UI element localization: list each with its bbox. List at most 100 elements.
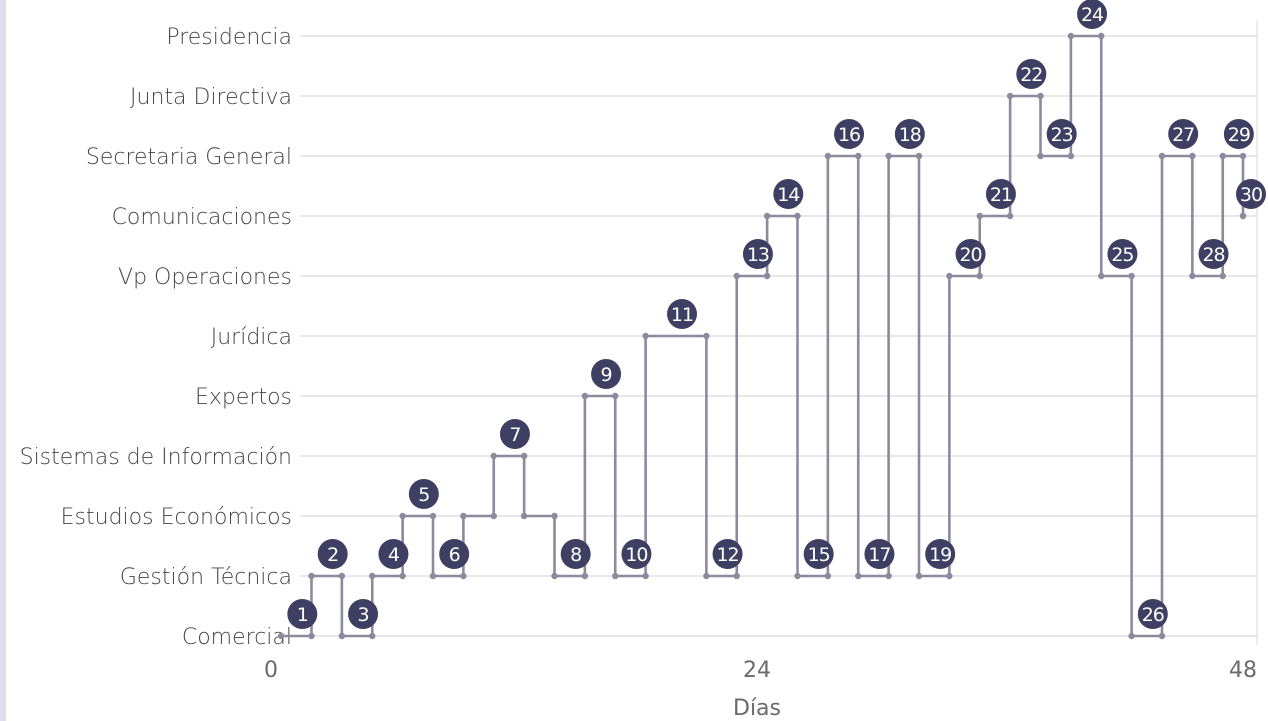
badge-circle: [317, 539, 348, 569]
badge-circle: [408, 479, 439, 509]
step-number-badge: 27: [1168, 119, 1199, 149]
step-number-label: 13: [747, 244, 769, 266]
badge-circle: [1107, 239, 1138, 269]
step-number-label: 23: [1051, 124, 1073, 146]
step-number-badge: 10: [621, 539, 652, 569]
category-labels: Comercial Gestión Técnica Estudios Económi…: [20, 25, 292, 650]
step-number-label: 18: [899, 124, 921, 146]
category-label: Secretaria General: [86, 145, 292, 170]
step-number-badge: 7: [499, 419, 530, 449]
step-number-label: 10: [625, 544, 647, 566]
step-point: [490, 452, 497, 460]
step-number-label: 29: [1228, 124, 1250, 146]
badge-circle: [667, 299, 697, 329]
step-point: [551, 572, 558, 580]
step-number-badge: 29: [1223, 119, 1254, 149]
badge-circle: [1046, 119, 1077, 149]
step-number-badge: 6: [439, 539, 470, 569]
step-number-badge: 15: [803, 539, 834, 569]
step-point: [308, 572, 315, 580]
badge-circle: [773, 179, 804, 209]
badge-circle: [894, 119, 925, 149]
step-number-badge: 24: [1077, 0, 1108, 29]
step-point: [885, 152, 892, 160]
step-number-label: 5: [418, 484, 429, 506]
step-number-label: 26: [1142, 604, 1164, 626]
step-number-badge: 19: [925, 539, 956, 569]
step-point: [1128, 632, 1135, 640]
badge-circle: [803, 539, 834, 569]
step-point: [915, 572, 923, 580]
step-number-label: 25: [1111, 244, 1133, 266]
step-point: [763, 212, 771, 220]
step-number-badge: 21: [985, 179, 1016, 209]
step-number-label: 9: [601, 364, 612, 386]
step-number-badge: 4: [378, 539, 409, 569]
step-point: [1158, 152, 1166, 160]
badge-circle: [1236, 179, 1266, 209]
step-number-badge: 18: [894, 119, 925, 149]
step-number-label: 15: [808, 544, 830, 566]
badge-circle: [985, 179, 1016, 209]
category-label: Vp Operaciones: [118, 265, 292, 290]
step-number-label: 8: [570, 544, 581, 566]
step-point: [703, 572, 710, 580]
step-number-label: 16: [838, 124, 860, 146]
badge-circle: [287, 599, 318, 629]
badge-circle: [864, 539, 895, 569]
badge-circle: [1137, 599, 1168, 629]
step-number-badge: 16: [834, 119, 865, 149]
step-number-label: 3: [358, 604, 369, 626]
step-number-label: 14: [777, 184, 800, 206]
step-point: [520, 512, 528, 520]
step-number-label: 20: [959, 244, 981, 266]
step-number-label: 12: [716, 544, 738, 566]
step-point: [399, 512, 406, 520]
step-point: [642, 332, 649, 340]
step-number-label: 7: [509, 424, 520, 446]
badge-circle: [348, 599, 379, 629]
category-label: Gestión Técnica: [120, 565, 292, 590]
category-label: Estudios Económicos: [61, 505, 292, 530]
step-point: [976, 212, 983, 220]
badge-circle: [712, 539, 743, 569]
step-number-badge: 13: [742, 239, 773, 269]
step-point: [855, 572, 862, 580]
badge-circle: [1016, 59, 1047, 89]
step-point: [1189, 272, 1196, 280]
step-number-badge: 2: [317, 539, 348, 569]
step-number-label: 30: [1240, 184, 1262, 206]
step-number-label: 19: [929, 544, 951, 566]
step-number-label: 1: [297, 604, 308, 626]
step-point: [612, 572, 619, 580]
step-number-badge: 26: [1137, 599, 1168, 629]
step-number-label: 22: [1020, 64, 1042, 86]
badge-circle: [1223, 119, 1254, 149]
step-number-badge: 20: [955, 239, 986, 269]
step-number-badge: 3: [348, 599, 379, 629]
step-number-label: 11: [671, 304, 693, 326]
step-number-label: 27: [1172, 124, 1194, 146]
left-edge-bar: [0, 0, 6, 721]
badge-circle: [834, 119, 865, 149]
badge-circle: [925, 539, 956, 569]
x-tick-label: 48: [1229, 658, 1257, 683]
x-tick-label: 24: [743, 658, 771, 683]
category-label: Expertos: [195, 385, 292, 410]
badge-circle: [1077, 0, 1108, 29]
x-tick-labels: 0 24 48: [264, 658, 1257, 683]
badge-circle: [499, 419, 530, 449]
step-number-label: 21: [990, 184, 1012, 206]
step-point: [429, 572, 437, 580]
badge-circle: [955, 239, 986, 269]
step-point: [460, 512, 467, 520]
badge-circle: [621, 539, 652, 569]
step-point: [369, 572, 376, 580]
step-point: [733, 272, 740, 280]
step-number-badge: 28: [1198, 239, 1229, 269]
step-point: [1006, 92, 1014, 100]
step-number-badge: 9: [591, 359, 622, 389]
step-number-label: 28: [1202, 244, 1224, 266]
step-number-label: 4: [388, 544, 400, 566]
